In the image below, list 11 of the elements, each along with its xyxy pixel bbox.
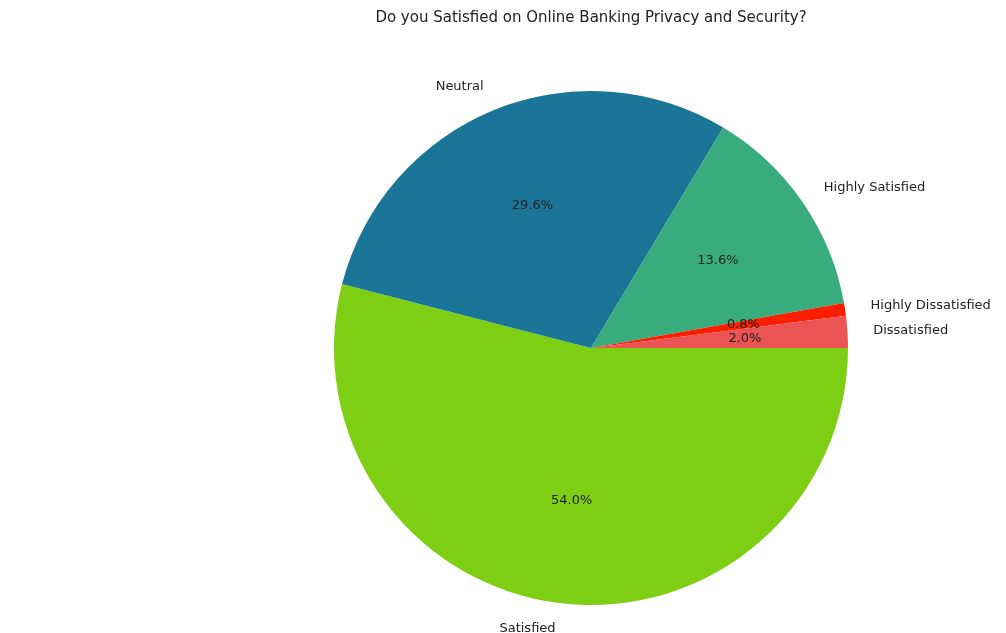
data-label: 54.0%	[551, 492, 593, 508]
slice-label: Dissatisfied	[873, 321, 949, 337]
slice-label: Satisfied	[499, 619, 556, 633]
slice-label: Neutral	[435, 77, 484, 93]
slice-label: Highly Satisfied	[823, 179, 926, 195]
data-label: 13.6%	[697, 251, 739, 267]
chart-title: Do you Satisfied on Online Banking Privacy and Security?	[375, 7, 807, 26]
slice-label: Highly Dissatisfied	[870, 296, 991, 312]
data-label: 29.6%	[511, 196, 554, 212]
data-label: 0.8%	[726, 316, 760, 332]
data-label: 2.0%	[728, 329, 762, 345]
